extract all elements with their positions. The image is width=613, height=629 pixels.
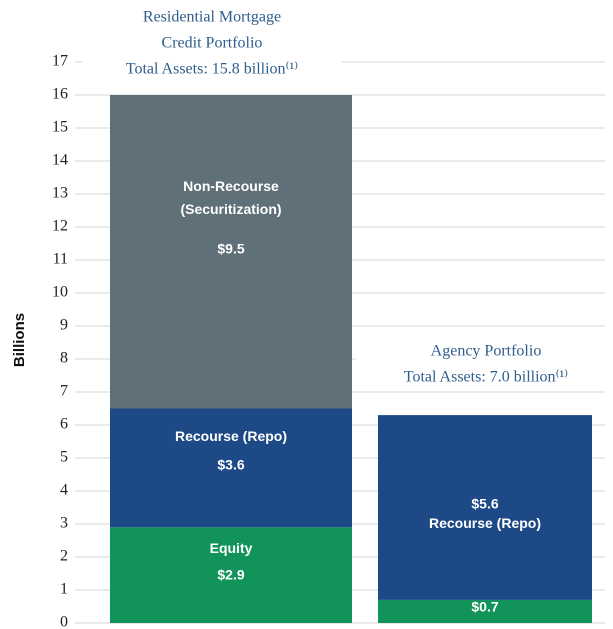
y-tick-label: 10 [52, 284, 68, 301]
annotation-bg [82, 58, 342, 82]
annotation-bg [82, 32, 342, 56]
segment-name-box: Recourse (Repo) [174, 427, 288, 444]
bar-segment [378, 415, 592, 600]
value-label: $0.7 [471, 599, 498, 615]
bar-segment [110, 527, 352, 623]
segment-name: Non-Recourse (Securitization) [180, 178, 282, 217]
y-tick-label: 12 [52, 218, 68, 235]
value-label: $3.6 [217, 457, 244, 473]
y-tick-label: 5 [60, 449, 68, 466]
y-tick-label: 3 [60, 515, 68, 532]
annotation-bg [356, 366, 613, 390]
segment-name: Recourse (Repo) [174, 427, 288, 444]
segment-name: Recourse (Repo) [428, 514, 542, 531]
y-tick-label: 0 [60, 614, 68, 629]
segment-name-box: Non-Recourse (Securitization) [180, 178, 282, 217]
y-tick-label: 14 [52, 152, 68, 169]
segment-name-box: Equity [209, 539, 253, 556]
bar-segment [110, 408, 352, 528]
y-tick-label: 2 [60, 548, 68, 565]
y-tick-label: 15 [52, 119, 68, 136]
value-label: $5.6 [471, 496, 498, 512]
y-tick-label: 9 [60, 317, 68, 334]
y-tick-label: 17 [52, 53, 68, 70]
value-label: $9.5 [217, 241, 244, 257]
value-label: $2.9 [217, 567, 244, 583]
bar-segment [378, 599, 592, 623]
segment-name-box: Recourse (Repo) [428, 514, 542, 531]
y-tick-label: 11 [53, 251, 68, 268]
bar-segment [110, 95, 352, 409]
y-tick-label: 1 [60, 581, 68, 598]
annotation: Agency Portfolio [431, 343, 542, 360]
y-tick-label: 6 [60, 416, 68, 433]
annotation: Credit Portfolio [162, 35, 263, 52]
y-axis-label: Billions [11, 313, 28, 367]
annotation: Total Assets: 15.8 billion⁽¹⁾ [126, 61, 299, 78]
y-tick-label: 7 [60, 383, 68, 400]
annotation: Total Assets: 7.0 billion⁽¹⁾ [404, 369, 569, 386]
annotation-bg [356, 340, 613, 364]
y-tick-label: 13 [52, 185, 68, 202]
y-tick-label: 16 [52, 86, 68, 103]
segment-name: Equity [209, 539, 253, 556]
annotation: Residential Mortgage [143, 9, 281, 26]
annotation-bg [82, 6, 342, 30]
y-tick-label: 8 [60, 350, 68, 367]
y-tick-label: 4 [60, 482, 68, 499]
